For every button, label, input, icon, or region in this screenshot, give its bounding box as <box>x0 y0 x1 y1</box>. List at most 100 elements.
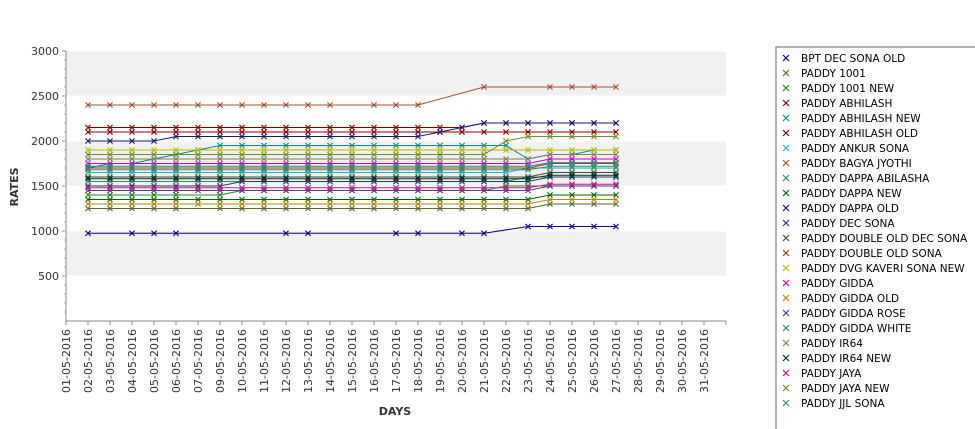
legend: BPT DEC SONA OLD PADDY 1001 PADDY 1001 NEW… <box>775 46 975 429</box>
data-point <box>151 124 157 131</box>
data-point <box>393 163 399 170</box>
data-point <box>217 156 223 162</box>
data-point <box>129 184 135 191</box>
data-point <box>327 133 333 140</box>
data-point <box>481 196 487 203</box>
data-point <box>129 124 135 131</box>
data-point <box>437 129 443 135</box>
data-point <box>85 205 91 212</box>
data-point <box>107 175 113 182</box>
data-point <box>459 151 465 158</box>
data-point <box>503 138 509 144</box>
data-point <box>525 120 531 126</box>
data-point <box>239 102 245 108</box>
data-point <box>349 175 355 182</box>
data-point <box>569 133 575 140</box>
data-point <box>459 142 465 149</box>
data-point <box>151 230 157 237</box>
data-point <box>481 205 487 212</box>
x-tick-label: 10-05-2016 <box>236 329 249 393</box>
legend-label: PADDY DOUBLE OLD SONA <box>801 248 943 260</box>
data-point <box>327 129 333 135</box>
data-point <box>173 102 179 108</box>
x-tick-label: 03-05-2016 <box>104 329 117 393</box>
data-point <box>547 196 553 203</box>
data-point <box>503 184 509 191</box>
data-point <box>525 223 531 230</box>
data-point <box>503 196 509 203</box>
legend-item: PADDY DOUBLE OLD DEC SONA <box>782 233 968 245</box>
series-10 <box>85 120 619 144</box>
data-point <box>591 133 597 140</box>
legend-label: PADDY IR64 <box>801 338 863 350</box>
data-point <box>547 133 553 140</box>
data-point <box>569 196 575 203</box>
data-point <box>239 175 245 182</box>
series-3 <box>85 129 619 135</box>
data-point <box>349 124 355 131</box>
data-point <box>85 124 91 131</box>
series-14 <box>85 147 619 153</box>
data-point <box>459 196 465 203</box>
data-point <box>305 163 311 170</box>
series-1 <box>85 201 619 212</box>
data-point <box>613 84 619 90</box>
x-tick-label: 01-05-2016 <box>60 329 73 393</box>
data-point <box>503 175 509 182</box>
data-point <box>217 102 223 108</box>
x-tick-label: 12-05-2016 <box>280 329 293 393</box>
data-point <box>239 151 245 158</box>
data-point <box>547 120 553 126</box>
data-point <box>349 205 355 212</box>
series-20 <box>85 172 619 182</box>
data-point <box>415 147 421 153</box>
data-point <box>261 205 267 212</box>
data-point <box>129 196 135 203</box>
data-point <box>459 175 465 182</box>
data-point <box>239 205 245 212</box>
data-point <box>349 142 355 149</box>
legend-marker <box>782 129 790 137</box>
x-tick-label: 24-05-2016 <box>544 329 557 393</box>
data-point <box>481 129 487 135</box>
data-point <box>283 102 289 108</box>
legend-label: PADDY DVG KAVERI SONA NEW <box>801 263 965 275</box>
data-point <box>217 163 223 170</box>
data-point <box>393 230 399 237</box>
data-point <box>525 175 531 182</box>
data-point <box>393 196 399 203</box>
data-point <box>327 147 333 153</box>
legend-label: PADDY GIDDA OLD <box>801 293 899 305</box>
data-point <box>173 156 179 162</box>
data-point <box>547 172 553 179</box>
data-point <box>129 129 135 135</box>
data-point <box>173 201 179 207</box>
data-point <box>481 201 487 207</box>
data-point <box>481 156 487 162</box>
data-point <box>437 156 443 162</box>
data-point <box>481 84 487 90</box>
data-point <box>415 205 421 212</box>
legend-item: PADDY BAGYA JYOTHI <box>782 158 912 170</box>
x-tick-label: 02-05-2016 <box>82 329 95 393</box>
legend-item: PADDY DAPPA ABILASHA <box>782 173 930 185</box>
data-point <box>459 205 465 212</box>
series-22 <box>85 133 619 158</box>
data-point <box>613 147 619 153</box>
legend-marker <box>782 384 790 392</box>
data-point <box>569 84 575 90</box>
data-point <box>591 201 597 207</box>
data-point <box>613 192 619 198</box>
legend-marker <box>782 159 790 167</box>
data-point <box>393 205 399 212</box>
data-point <box>613 151 619 158</box>
data-point <box>129 163 135 170</box>
legend-marker <box>782 234 790 242</box>
data-point <box>195 151 201 158</box>
data-point <box>327 142 333 149</box>
data-point <box>151 151 157 158</box>
data-point <box>503 205 509 212</box>
data-point <box>349 201 355 207</box>
data-point <box>217 192 223 198</box>
data-point <box>305 133 311 140</box>
